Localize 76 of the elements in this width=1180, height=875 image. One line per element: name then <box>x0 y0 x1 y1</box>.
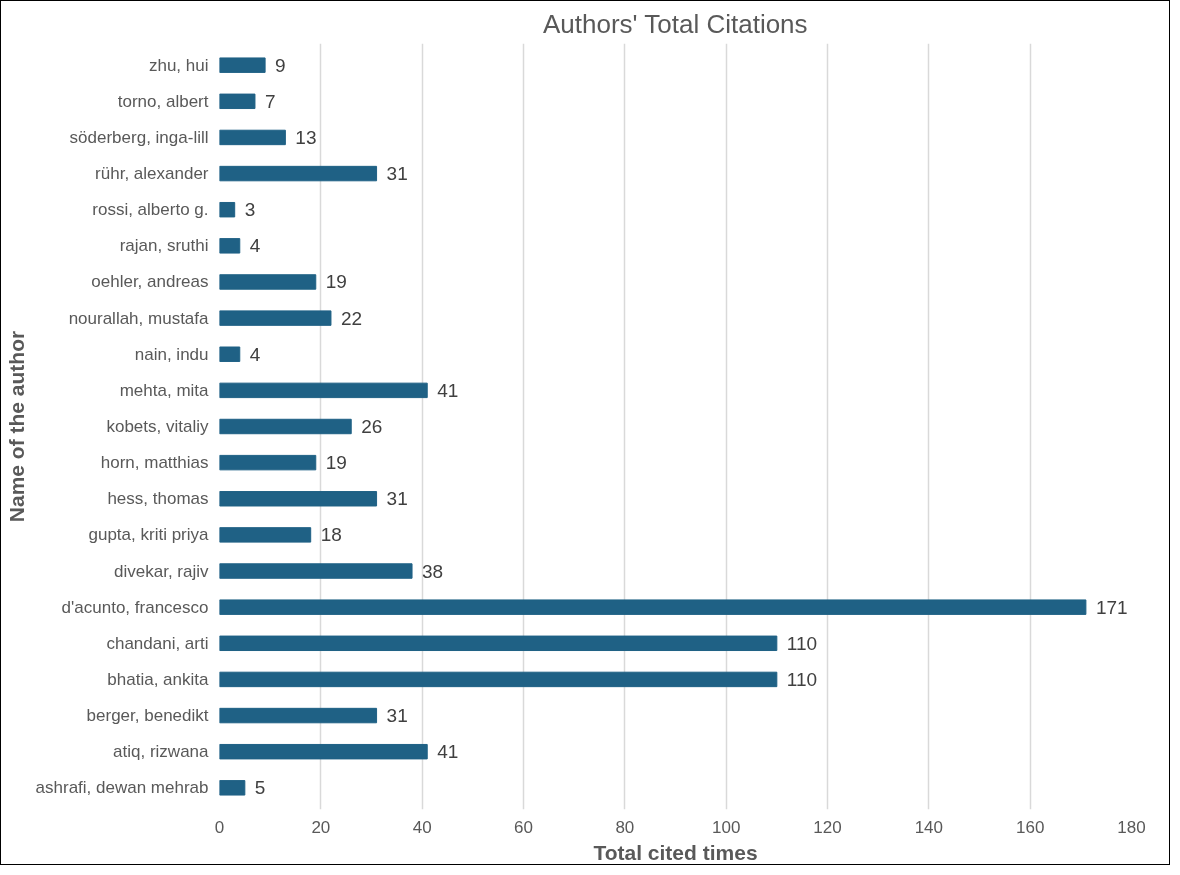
data-label: 3 <box>244 199 256 221</box>
bar <box>219 527 312 543</box>
data-label: 31 <box>386 488 408 510</box>
bar <box>219 57 266 73</box>
data-label: 31 <box>386 705 408 727</box>
data-label: 26 <box>361 416 383 437</box>
y-tick-label: söderberg, inga-lill <box>69 127 209 147</box>
y-tick-label: rajan, sruthi <box>119 236 209 256</box>
data-label: 41 <box>437 741 459 763</box>
data-label: 13 <box>295 126 317 148</box>
x-tick-label: 20 <box>311 817 331 837</box>
y-tick-label: horn, matthias <box>100 453 209 473</box>
bar <box>219 165 378 182</box>
y-tick-label: chandani, arti <box>106 633 209 653</box>
bar <box>219 599 1087 615</box>
bar <box>219 743 428 760</box>
data-label: 38 <box>422 560 444 582</box>
y-tick-label: bhatia, ankita <box>107 669 210 689</box>
bar <box>219 635 778 652</box>
y-tick-label: atiq, rizwana <box>113 742 210 762</box>
bar <box>219 310 332 326</box>
bar <box>219 346 241 362</box>
x-tick-label: 120 <box>813 817 842 837</box>
data-label: 41 <box>437 379 459 401</box>
bar <box>219 671 778 688</box>
bar <box>219 491 378 507</box>
bar <box>219 382 428 399</box>
chart-title: Authors' Total Citations <box>542 8 808 39</box>
x-tick-label: 40 <box>412 817 432 837</box>
data-label: 9 <box>275 54 286 76</box>
bar <box>219 274 317 290</box>
data-label: 110 <box>786 668 818 690</box>
data-label: 31 <box>386 163 408 185</box>
bar <box>219 238 241 254</box>
y-tick-label: hess, thomas <box>107 489 209 509</box>
x-axis-title: Total cited times <box>593 840 758 864</box>
bar <box>219 418 352 435</box>
x-tick-label: 140 <box>914 817 944 837</box>
x-tick-label: 60 <box>514 817 533 837</box>
y-tick-label: kobets, vitaliy <box>106 417 209 436</box>
data-label: 171 <box>1095 596 1128 618</box>
bar <box>219 93 256 110</box>
x-tick-label: 80 <box>615 817 635 837</box>
y-tick-label: divekar, rajiv <box>114 561 209 581</box>
data-label: 7 <box>264 90 276 112</box>
x-tick-label: 160 <box>1015 817 1045 837</box>
y-tick-label: zhu, hui <box>148 55 209 75</box>
y-tick-label: rühr, alexander <box>95 164 209 184</box>
x-tick-label: 0 <box>214 817 225 837</box>
x-tick-label: 100 <box>711 817 741 837</box>
y-tick-label: nain, indu <box>134 344 209 364</box>
y-tick-label: nourallah, mustafa <box>68 308 210 328</box>
y-tick-label: d'acunto, francesco <box>61 597 209 617</box>
bar <box>219 563 413 579</box>
y-tick-label: torno, albert <box>117 91 209 111</box>
y-tick-label: mehta, mita <box>119 380 210 400</box>
data-label: 22 <box>340 307 363 329</box>
y-axis-title: Name of the author <box>4 330 28 523</box>
y-tick-label: gupta, kriti priya <box>88 525 210 545</box>
data-label: 4 <box>249 343 261 365</box>
y-tick-label: ashrafi, dewan mehrab <box>35 778 209 798</box>
bar <box>219 129 286 146</box>
bar <box>219 707 378 724</box>
data-label: 19 <box>325 271 347 293</box>
data-label: 110 <box>786 632 818 654</box>
bar <box>219 454 317 471</box>
data-label: 18 <box>320 524 342 546</box>
data-label: 19 <box>325 452 347 474</box>
bar <box>219 201 236 218</box>
y-tick-label: berger, benedikt <box>86 706 209 726</box>
data-label: 5 <box>254 777 266 799</box>
bar <box>219 780 246 796</box>
y-tick-label: oehler, andreas <box>91 272 209 292</box>
x-tick-label: 180 <box>1117 817 1146 837</box>
y-tick-label: rossi, alberto g. <box>92 200 209 220</box>
data-label: 4 <box>249 235 261 257</box>
